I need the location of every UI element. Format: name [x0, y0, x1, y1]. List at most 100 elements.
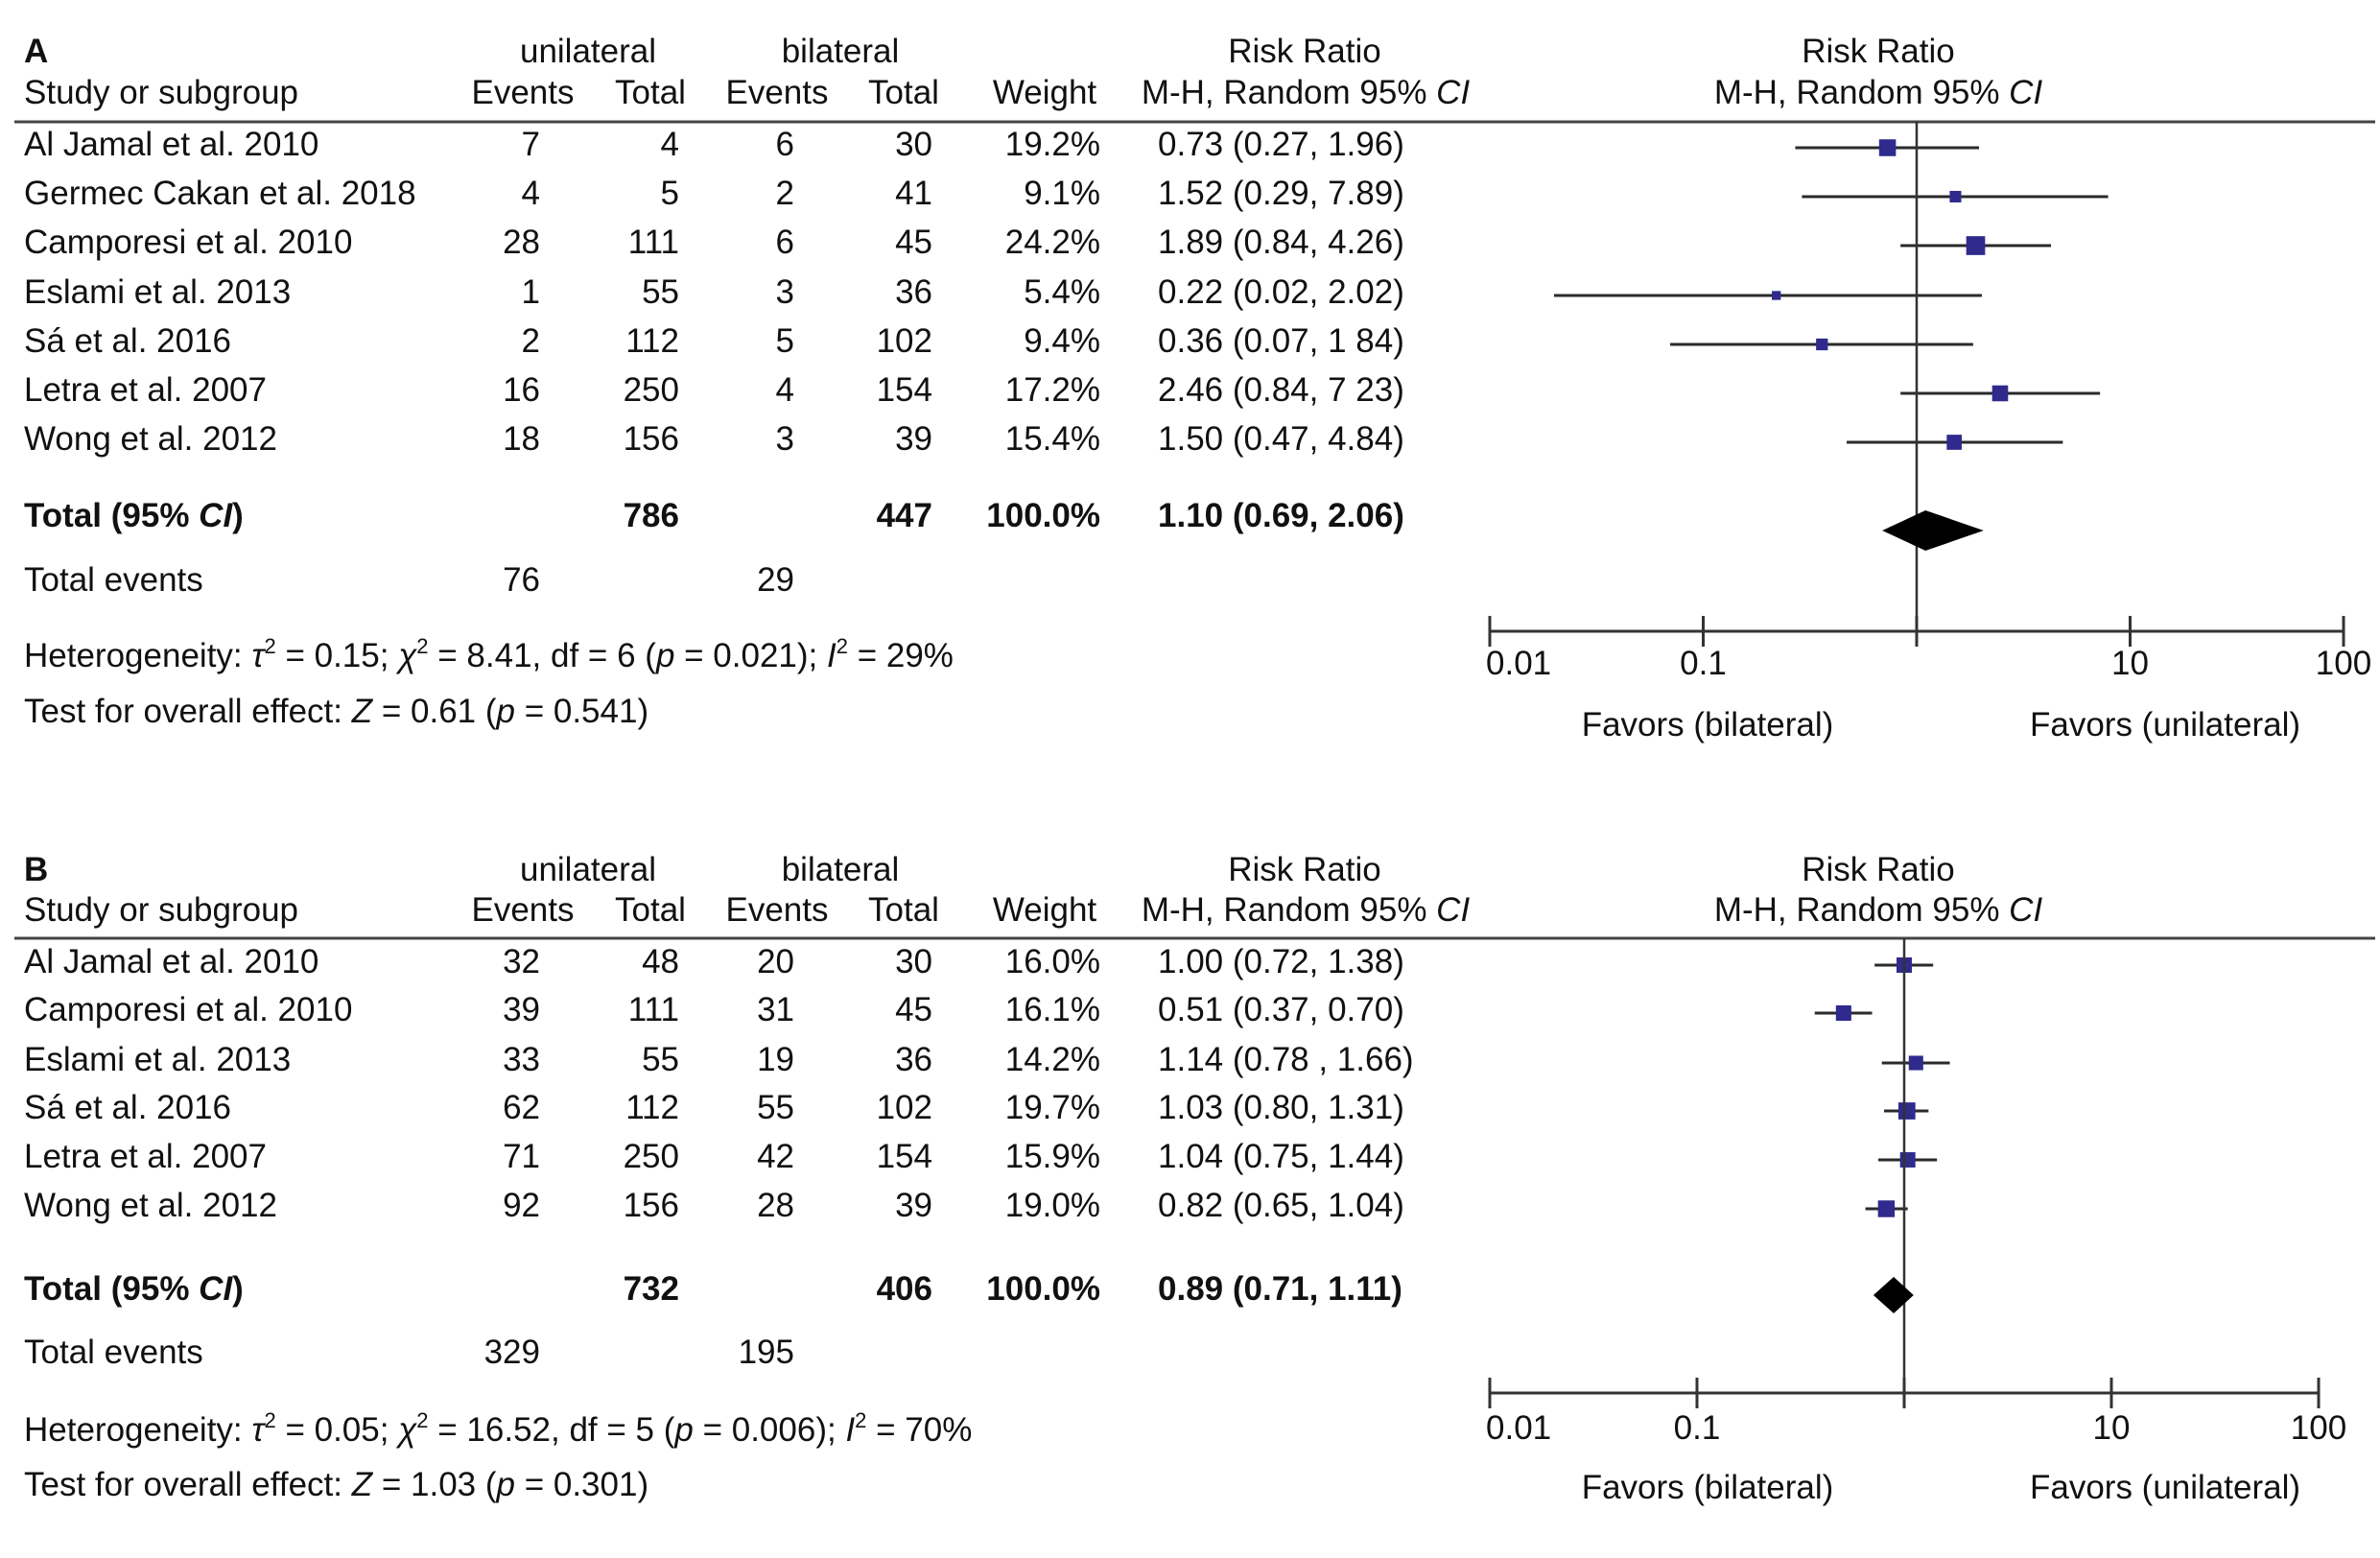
- unilateral-events: 92: [503, 1187, 540, 1224]
- column-header-weight: Weight: [992, 891, 1097, 929]
- study-weight: 9.4%: [1024, 322, 1100, 360]
- study-point-estimate: [1835, 1004, 1851, 1022]
- study-point-estimate: [1946, 435, 1963, 450]
- x-axis-tick-label: 0.01: [1486, 645, 1552, 682]
- plot-header-title: Risk Ratio: [1802, 33, 1955, 70]
- study-name: Eslami et al. 2013: [24, 273, 292, 311]
- method-text: M-H, Random 95%: [1141, 74, 1437, 111]
- statistic-fragment: Test for overall effect:: [24, 1466, 352, 1503]
- ci-text: CI: [2009, 74, 2043, 111]
- statistic-fragment: = 29%: [847, 637, 954, 674]
- statistic-fragment: = 0.301): [514, 1466, 649, 1503]
- x-axis-tick-label: 10: [2092, 1409, 2131, 1447]
- total-weight: 100.0%: [986, 1270, 1100, 1308]
- total-row-label: Total (95% CI): [24, 1268, 244, 1310]
- unilateral-events: 28: [503, 224, 540, 261]
- unilateral-total: 48: [642, 943, 679, 980]
- study-point-estimate: [1908, 1055, 1923, 1071]
- unilateral-total: 156: [623, 1187, 679, 1224]
- total-unilateral: 732: [623, 1270, 679, 1308]
- bilateral-events: 3: [775, 420, 794, 458]
- study-risk-ratio: 1.50 (0.47, 4.84): [1158, 420, 1404, 458]
- study-weight: 15.4%: [1004, 420, 1100, 458]
- favors-left-label: Favors (bilateral): [1581, 706, 1834, 744]
- statistic-fragment: Z: [351, 1466, 373, 1503]
- bilateral-events: 6: [775, 224, 794, 261]
- bilateral-events: 20: [757, 943, 794, 980]
- study-point-estimate: [1899, 1152, 1916, 1168]
- statistic-fragment: Test for overall effect:: [24, 693, 352, 730]
- study-point-estimate: [1991, 385, 2009, 402]
- bilateral-total: 102: [876, 1089, 932, 1126]
- study-point-estimate: [1966, 236, 1986, 255]
- unilateral-total: 112: [625, 322, 679, 360]
- x-axis-tick-label: 0.1: [1673, 1409, 1721, 1447]
- method-text: M-H, Random 95%: [1713, 74, 2010, 111]
- statistic-fragment: = 16.52, df = 5 (: [428, 1411, 675, 1449]
- statistic-fragment: 2: [836, 634, 848, 658]
- ci-text: CI: [199, 1270, 233, 1308]
- study-risk-ratio: 0.22 (0.02, 2.02): [1158, 273, 1404, 311]
- unilateral-total: 55: [642, 273, 679, 311]
- bilateral-total: 36: [895, 1041, 932, 1078]
- study-name: Camporesi et al. 2010: [24, 224, 353, 261]
- column-header-weight: Weight: [992, 74, 1097, 111]
- study-risk-ratio: 0.36 (0.07, 1 84): [1158, 322, 1404, 360]
- statistic-fragment: I: [826, 637, 837, 674]
- study-name: Sá et al. 2016: [24, 1089, 231, 1126]
- statistic-fragment: p: [655, 637, 675, 674]
- unilateral-events: 7: [521, 126, 540, 163]
- panel-label: A: [24, 33, 49, 70]
- study-point-estimate: [1816, 338, 1828, 351]
- column-header-bilateral-total: Total: [868, 891, 939, 929]
- total-risk-ratio: 1.10 (0.69, 2.06): [1158, 497, 1404, 534]
- study-weight: 14.2%: [1004, 1041, 1100, 1078]
- study-weight: 19.2%: [1004, 126, 1100, 163]
- statistic-fragment: Z: [351, 693, 373, 730]
- total-label: Total (95%: [24, 497, 200, 534]
- group-header-unilateral: unilateral: [519, 851, 657, 888]
- column-header-unilateral-total: Total: [615, 74, 686, 111]
- plot-header-title: Risk Ratio: [1802, 851, 1955, 888]
- column-header-unilateral-events: Events: [471, 74, 575, 111]
- heterogeneity-statistics: Heterogeneity: τ2 = 0.05; χ2 = 16.52, df…: [24, 1409, 972, 1452]
- bilateral-total: 45: [895, 224, 932, 261]
- study-weight: 15.9%: [1004, 1138, 1100, 1175]
- x-axis-tick-label: 0.1: [1680, 645, 1727, 682]
- study-weight: 19.7%: [1004, 1089, 1100, 1126]
- total-events-unilateral: 329: [483, 1334, 540, 1371]
- bilateral-total: 45: [895, 991, 932, 1028]
- ci-text: CI: [1436, 891, 1471, 929]
- unilateral-total: 250: [623, 371, 679, 409]
- heterogeneity-statistics: Heterogeneity: τ2 = 0.15; χ2 = 8.41, df …: [24, 635, 954, 677]
- statistic-fragment: τ: [251, 637, 265, 674]
- unilateral-events: 16: [503, 371, 540, 409]
- study-name: Al Jamal et al. 2010: [24, 943, 319, 980]
- bilateral-events: 2: [775, 175, 794, 212]
- study-weight: 24.2%: [1004, 224, 1100, 261]
- method-text: M-H, Random 95%: [1141, 891, 1437, 929]
- plot-header-method: M-H, Random 95% CI: [1714, 889, 2042, 932]
- bilateral-total: 36: [895, 273, 932, 311]
- study-point-estimate: [1949, 190, 1962, 203]
- column-header-risk-ratio: Risk Ratio: [1228, 851, 1381, 888]
- statistic-fragment: 2: [855, 1408, 867, 1432]
- study-point-estimate: [1772, 291, 1781, 300]
- unilateral-total: 4: [660, 126, 679, 163]
- study-weight: 16.0%: [1004, 943, 1100, 980]
- column-header-unilateral-events: Events: [471, 891, 575, 929]
- unilateral-events: 33: [503, 1041, 540, 1078]
- statistic-fragment: χ: [398, 637, 417, 674]
- unilateral-events: 71: [503, 1138, 540, 1175]
- statistic-fragment: = 0.006);: [693, 1411, 846, 1449]
- overall-effect-test: Test for overall effect: Z = 0.61 (p = 0…: [24, 691, 648, 733]
- study-risk-ratio: 0.73 (0.27, 1.96): [1158, 126, 1404, 163]
- method-text: M-H, Random 95%: [1713, 891, 2010, 929]
- statistic-fragment: = 8.41, df = 6 (: [428, 637, 656, 674]
- unilateral-total: 156: [623, 420, 679, 458]
- total-weight: 100.0%: [986, 497, 1100, 534]
- study-name: Sá et al. 2016: [24, 322, 231, 360]
- statistic-fragment: = 0.15;: [275, 637, 399, 674]
- bilateral-events: 31: [757, 991, 794, 1028]
